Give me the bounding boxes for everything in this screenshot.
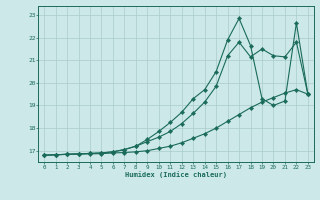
X-axis label: Humidex (Indice chaleur): Humidex (Indice chaleur): [125, 171, 227, 178]
